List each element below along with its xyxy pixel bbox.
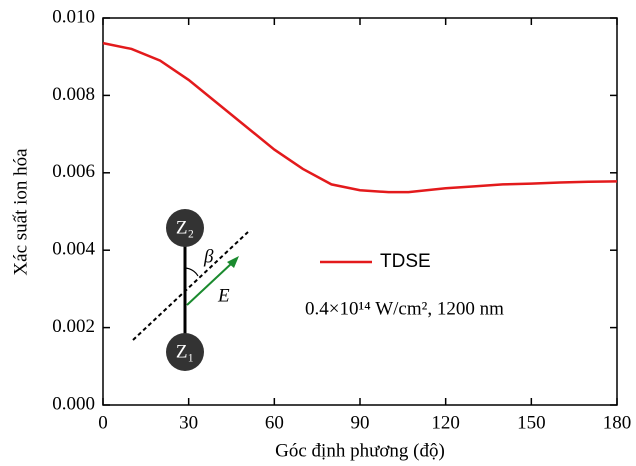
y-tick-label: 0.004 (52, 239, 95, 260)
annotation: 0.4×10¹⁴ W/cm², 1200 nm (305, 298, 504, 319)
y-tick-label: 0.008 (52, 84, 95, 105)
atom (166, 209, 204, 247)
x-tick-label: 120 (431, 412, 460, 433)
x-tick-label: 60 (265, 412, 284, 433)
y-tick-label: 0.000 (52, 393, 95, 414)
x-tick-label: 0 (98, 412, 108, 433)
field-label: E (217, 285, 230, 306)
field-arrow (186, 262, 233, 306)
x-axis-label: Góc định phương (độ) (275, 440, 445, 461)
line-series (102, 41, 618, 194)
atom-label: Z₁ (176, 341, 194, 362)
x-tick-label: 180 (603, 412, 632, 433)
x-tick-label: 30 (179, 412, 198, 433)
x-tick-label: 150 (517, 412, 546, 433)
x-tick-label: 90 (351, 412, 370, 433)
arrow-head (227, 256, 239, 268)
angle-arc (184, 267, 199, 277)
angle-label: β (203, 246, 214, 267)
diagram: Z₂ Z₁ β E (132, 209, 249, 371)
y-tick-label: 0.002 (52, 316, 95, 337)
legend-label: TDSE (380, 251, 431, 272)
y-tick-label: 0.010 (52, 6, 95, 27)
y-axis-label: Xác suất ion hóa (10, 148, 31, 276)
atom-label: Z₂ (176, 217, 194, 238)
atom (166, 333, 204, 371)
dashed-axis (132, 231, 249, 341)
y-tick-label: 0.006 (52, 161, 95, 182)
